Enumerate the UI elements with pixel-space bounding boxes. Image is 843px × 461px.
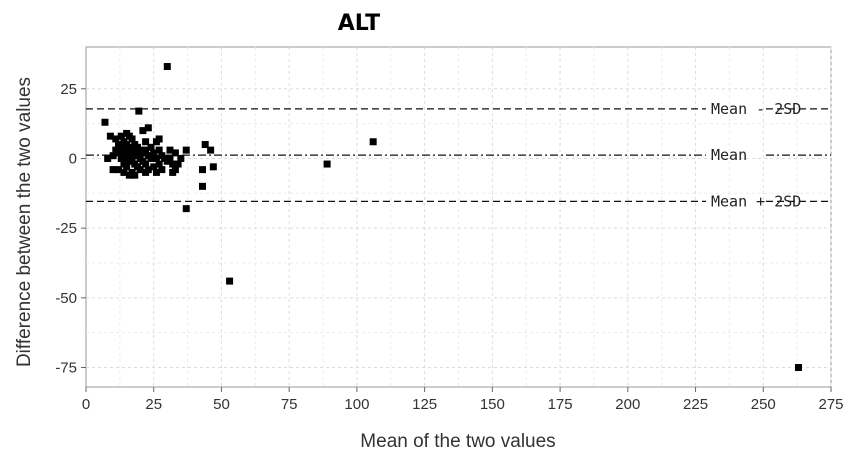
data-point — [226, 277, 234, 285]
data-point — [131, 171, 139, 179]
y-axis-ticks: 25 0 -25 -50 -75 — [55, 81, 86, 376]
data-point — [207, 146, 215, 154]
data-point — [135, 107, 143, 115]
x-tick-label: 100 — [344, 396, 369, 413]
x-tick-label: 200 — [615, 396, 640, 413]
data-point — [794, 363, 802, 371]
data-point — [182, 146, 190, 154]
reference-line-label: Mean - 2SD — [711, 100, 801, 118]
data-point — [117, 143, 125, 151]
x-tick-label: 25 — [145, 396, 162, 413]
data-point — [128, 135, 136, 143]
data-point — [150, 149, 158, 157]
data-point — [109, 166, 117, 174]
data-point — [158, 166, 166, 174]
data-point — [123, 163, 131, 171]
data-point — [139, 127, 147, 135]
reference-lines: Mean - 2SD Mean Mean + 2SD — [86, 100, 831, 210]
y-tick-label: -50 — [55, 290, 77, 307]
y-tick-label: -25 — [55, 220, 77, 237]
data-point — [101, 118, 109, 126]
y-tick-label: 0 — [69, 150, 77, 167]
data-point — [147, 143, 155, 151]
data-point — [120, 168, 128, 176]
grid-lines — [86, 47, 832, 387]
data-point — [106, 132, 114, 140]
x-tick-label: 150 — [480, 396, 505, 413]
data-point — [323, 160, 331, 168]
data-point — [198, 182, 206, 190]
reference-line-label: Mean + 2SD — [711, 192, 801, 210]
data-point — [117, 154, 125, 162]
data-point — [144, 124, 152, 132]
chart-title: ALT — [338, 11, 380, 36]
data-point — [104, 154, 112, 162]
data-point — [142, 138, 150, 146]
x-tick-label: 125 — [412, 396, 437, 413]
x-tick-label: 175 — [548, 396, 573, 413]
data-point — [182, 205, 190, 213]
data-point — [369, 138, 377, 146]
x-tick-label: 275 — [818, 396, 843, 413]
x-tick-label: 225 — [683, 396, 708, 413]
data-point — [177, 154, 185, 162]
data-point — [115, 149, 123, 157]
x-tick-label: 250 — [751, 396, 776, 413]
data-point — [142, 160, 150, 168]
data-point — [109, 152, 117, 160]
y-tick-label: 25 — [60, 81, 77, 98]
y-axis-label: Difference between the two values — [14, 77, 35, 367]
data-point — [136, 166, 144, 174]
x-tick-label: 0 — [82, 396, 90, 413]
reference-line-label: Mean — [711, 146, 747, 164]
data-point — [117, 132, 125, 140]
data-point — [198, 166, 206, 174]
data-point — [174, 160, 182, 168]
data-point — [163, 63, 171, 71]
data-point — [115, 166, 123, 174]
data-point — [166, 154, 174, 162]
data-point — [209, 163, 217, 171]
data-point — [166, 146, 174, 154]
data-point — [201, 141, 209, 149]
data-point — [169, 168, 177, 176]
data-point — [169, 160, 177, 168]
data-point — [125, 171, 133, 179]
data-point — [155, 146, 163, 154]
x-axis-ticks: 0 25 50 75 100 125 150 175 200 225 250 275 — [82, 387, 843, 413]
data-point — [112, 135, 120, 143]
data-point — [128, 154, 136, 162]
data-point — [152, 154, 160, 162]
data-point — [142, 146, 150, 154]
x-tick-label: 75 — [281, 396, 298, 413]
x-axis-label: Mean of the two values — [360, 431, 555, 452]
data-points — [101, 63, 802, 371]
y-tick-label: -75 — [55, 359, 77, 376]
data-point — [155, 135, 163, 143]
data-point — [155, 160, 163, 168]
data-point — [147, 154, 155, 162]
data-point — [150, 163, 158, 171]
data-point — [142, 168, 150, 176]
data-point — [171, 149, 179, 157]
data-point — [152, 168, 160, 176]
x-tick-label: 50 — [213, 396, 230, 413]
